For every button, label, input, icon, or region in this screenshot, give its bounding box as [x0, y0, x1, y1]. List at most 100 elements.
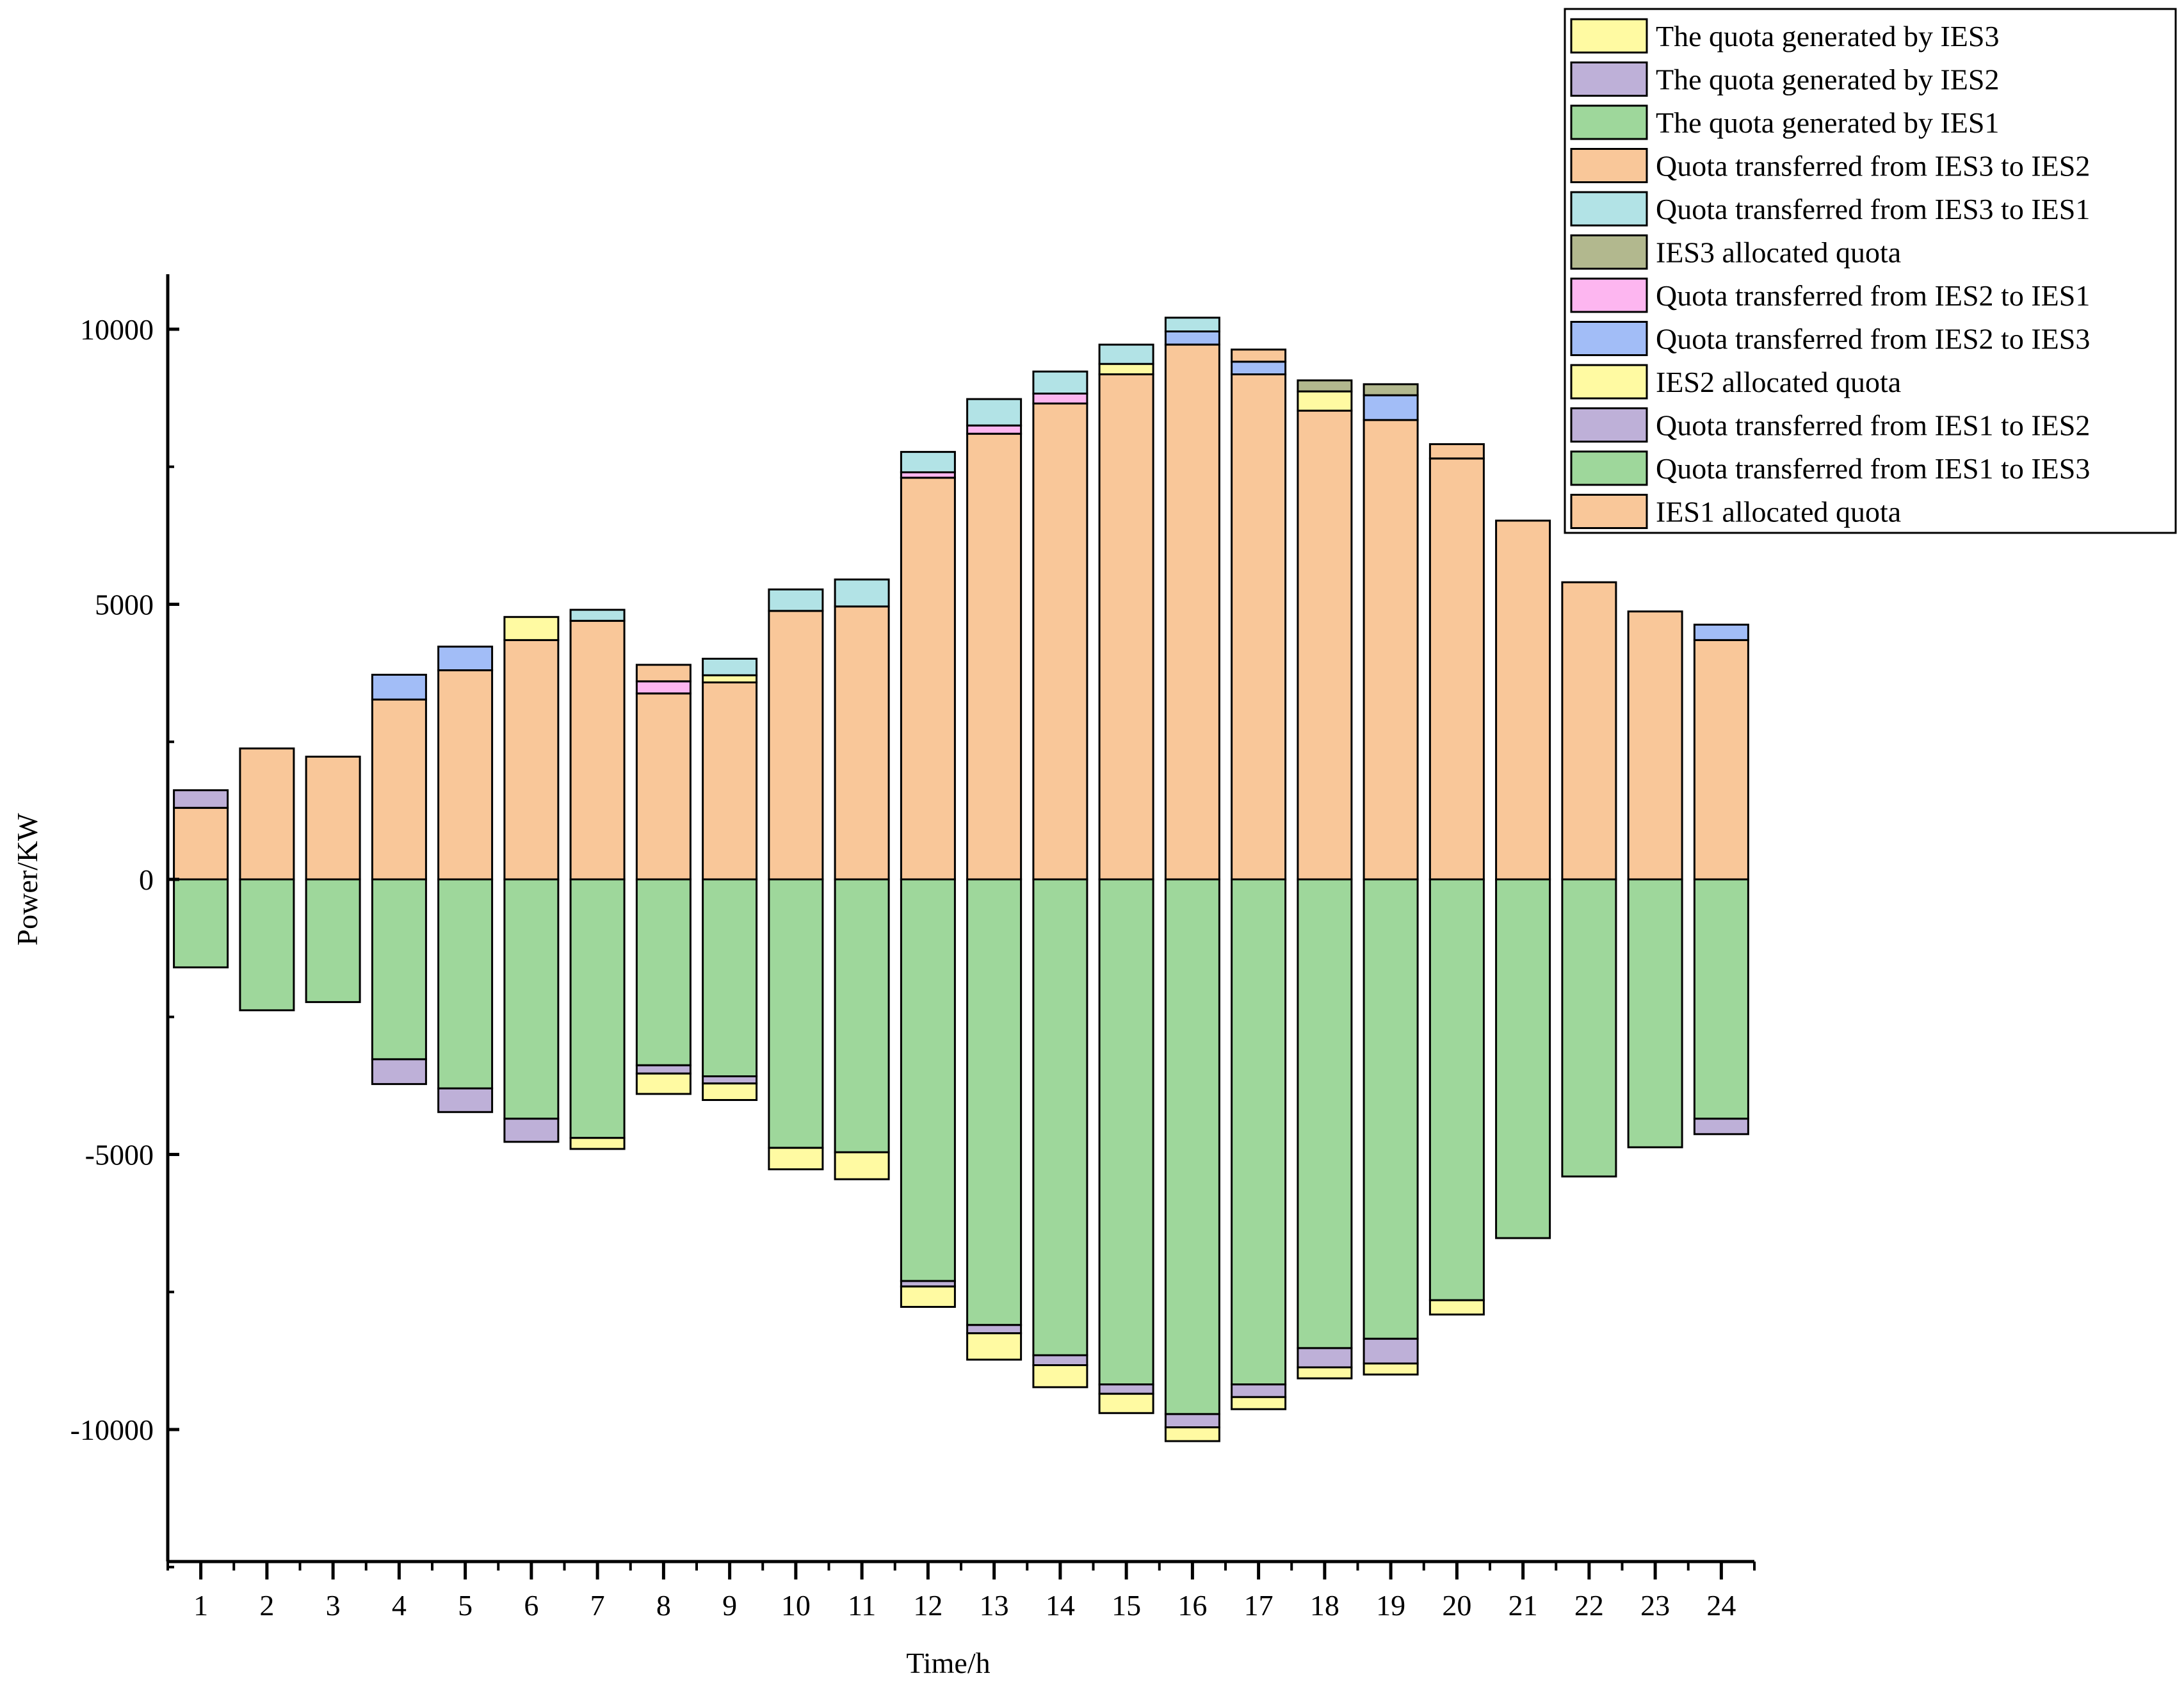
bar-segment	[966, 424, 1023, 435]
x-tick-label: 21	[1509, 1589, 1538, 1622]
legend-label: Quota transferred from IES3 to IES2	[1656, 150, 2090, 183]
legend-frame	[1564, 8, 2177, 534]
bar-segment	[1032, 878, 1088, 1357]
bar-segment	[1164, 1426, 1220, 1442]
bar-segment	[371, 698, 427, 881]
x-tick-label: 3	[326, 1589, 341, 1622]
legend-label: The quota generated by IES2	[1656, 63, 1999, 96]
x-tick-label: 23	[1640, 1589, 1670, 1622]
bar-segment	[1428, 457, 1485, 881]
x-tick-label: 9	[722, 1589, 737, 1622]
legend-label: The quota generated by IES3	[1656, 20, 1999, 53]
legend-swatch	[1570, 18, 1648, 54]
legend-label: Quota transferred from IES1 to IES3	[1656, 452, 2090, 485]
x-tick-label: 18	[1310, 1589, 1339, 1622]
x-tick-label: 12	[913, 1589, 942, 1622]
legend-swatch	[1570, 321, 1648, 356]
bar-segment	[635, 664, 692, 683]
x-tick-label: 11	[848, 1589, 876, 1622]
bar-segment	[173, 878, 229, 968]
bar-segment	[1297, 1347, 1353, 1369]
bar-segment	[834, 605, 890, 881]
legend-label: Quota transferred from IES2 to IES1	[1656, 279, 2090, 312]
bar-segment	[1231, 878, 1287, 1386]
bar-segment	[1693, 639, 1749, 881]
bar-segment	[1032, 1364, 1088, 1389]
y-tick-label: 0	[139, 863, 154, 896]
legend: The quota generated by IES3 The quota gen…	[1564, 8, 2177, 534]
bar-segment	[900, 451, 956, 473]
bar-segment	[1098, 1383, 1154, 1395]
legend-label: The quota generated by IES1	[1656, 106, 1999, 139]
x-tick-label: 13	[980, 1589, 1009, 1622]
bar-segment	[1297, 878, 1353, 1349]
x-tick-label: 6	[524, 1589, 538, 1622]
x-tick-label: 4	[392, 1589, 407, 1622]
bar-segment	[1428, 878, 1485, 1301]
bar-segment	[1164, 878, 1220, 1415]
bar-segment	[1231, 373, 1287, 881]
bar-segment	[1164, 330, 1220, 346]
bar-segment	[1098, 373, 1154, 881]
legend-label: IES3 allocated quota	[1656, 236, 1901, 269]
bar-segment	[1428, 1299, 1485, 1316]
bar-segment	[173, 806, 229, 881]
bar-segment	[1627, 610, 1683, 881]
bars-group	[173, 316, 1749, 1442]
legend-swatch	[1570, 148, 1648, 183]
x-tick-label: 24	[1706, 1589, 1736, 1622]
bar-segment	[966, 398, 1023, 427]
bar-segment	[1693, 878, 1749, 1120]
bar-segment	[503, 639, 560, 881]
bar-segment	[1693, 623, 1749, 641]
bar-segment	[239, 747, 295, 881]
bar-segment	[437, 878, 494, 1089]
y-tick-label: -5000	[85, 1139, 154, 1171]
bar-segment	[1561, 581, 1617, 881]
bar-segment	[768, 588, 824, 612]
bar-segment	[768, 610, 824, 881]
bar-segment	[1098, 1392, 1154, 1414]
bar-segment	[702, 658, 758, 676]
bar-segment	[966, 878, 1023, 1326]
bar-segment	[503, 615, 560, 641]
bar-segment	[503, 1118, 560, 1143]
bar-segment	[1363, 1362, 1419, 1376]
bar-segment	[173, 789, 229, 809]
bar-segment	[635, 1064, 692, 1075]
bar-segment	[1231, 348, 1287, 363]
bar-segment	[503, 878, 560, 1120]
legend-label: Quota transferred from IES2 to IES3	[1656, 323, 2090, 355]
bar-segment	[768, 1146, 824, 1171]
x-tick-label: 1	[193, 1589, 208, 1622]
legend-label: IES1 allocated quota	[1656, 496, 1901, 528]
bar-segment	[1428, 443, 1485, 460]
bar-segment	[1032, 393, 1088, 405]
legend-swatch	[1570, 364, 1648, 400]
bar-segment	[966, 1324, 1023, 1335]
bar-segment	[635, 680, 692, 695]
x-tick-label: 5	[458, 1589, 473, 1622]
y-tick-label: 10000	[80, 313, 154, 346]
legend-swatch	[1570, 61, 1648, 97]
bar-segment	[1495, 519, 1551, 881]
y-axis-title: Power/KW	[11, 813, 44, 946]
bar-segment	[702, 681, 758, 881]
bar-segment	[635, 1072, 692, 1095]
bar-segment	[834, 578, 890, 608]
legend-label: Quota transferred from IES3 to IES1	[1656, 193, 2090, 225]
bar-segment	[702, 674, 758, 684]
x-tick-label: 2	[259, 1589, 274, 1622]
bar-segment	[834, 878, 890, 1153]
bar-segment	[1561, 878, 1617, 1178]
bar-segment	[1231, 361, 1287, 376]
bar-segment	[900, 1285, 956, 1308]
bar-segment	[1231, 1383, 1287, 1398]
bar-segment	[834, 1151, 890, 1180]
bar-segment	[569, 619, 626, 881]
bar-segment	[239, 878, 295, 1011]
bar-segment	[900, 878, 956, 1282]
legend-swatch	[1570, 191, 1648, 227]
legend-label: IES2 allocated quota	[1656, 366, 1901, 398]
